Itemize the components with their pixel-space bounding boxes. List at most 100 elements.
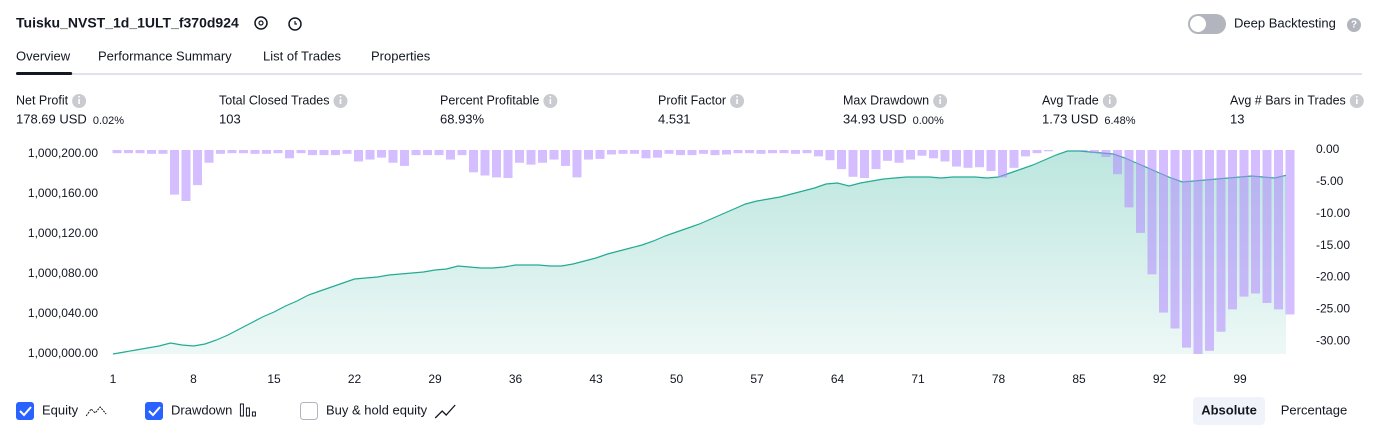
checkbox[interactable] [16,402,34,420]
drawdown-bar [423,150,432,156]
drawdown-bar [802,150,812,154]
drawdown-bar [388,150,398,163]
drawdown-bar [1170,150,1180,329]
drawdown-bar [227,150,237,154]
info-icon[interactable] [730,94,745,108]
drawdown-bar [515,150,524,163]
y2-tick-label: 0.00 [1316,142,1340,156]
checkbox[interactable] [300,402,318,420]
drawdown-bar [239,150,248,154]
info-glyph [78,99,80,104]
info-glyph [1356,96,1358,98]
tab[interactable]: List of Trades [263,48,342,63]
x-tick-label: 64 [831,372,845,386]
scale-button[interactable]: Percentage [1281,402,1348,417]
metric-label: Avg Trade [1042,93,1099,107]
drawdown-bar [170,150,179,195]
info-icon[interactable] [543,94,558,108]
info-icon[interactable] [1349,94,1364,108]
alert-icon[interactable] [288,17,302,31]
y2-tick-label: -15.00 [1316,238,1350,252]
metric-value: 34.93 USD [843,111,907,126]
scale-button[interactable]: Absolute [1201,402,1257,417]
y-tick-label: 1,000,120.00 [28,226,98,240]
info-glyph [939,96,941,98]
drawdown-bar [181,150,191,201]
checkbox[interactable] [145,402,163,420]
tab[interactable]: Performance Summary [98,48,232,63]
drawdown-bar [1182,150,1191,348]
metric-change: 6.48% [1104,115,1135,127]
drawdown-bar [848,150,858,177]
drawdown-bar [124,150,133,154]
x-tick-label: 1 [110,372,117,386]
info-glyph [1108,96,1111,98]
info-glyph [1108,99,1111,104]
drawdown-bar [618,150,628,154]
drawdown-bar [745,150,754,154]
drawdown-icon [239,403,256,417]
metric-label: Net Profit [16,93,69,107]
tab[interactable]: Overview [16,48,71,63]
drawdown-bar [641,150,651,159]
drawdown-bar [710,150,720,156]
drawdown-bar [963,150,973,168]
drawdown-bar [1078,150,1088,152]
x-tick-label: 15 [267,372,281,386]
metric-label: Avg # Bars in Trades [1230,93,1346,107]
info-glyph [339,96,342,98]
drawdown-bar [285,150,294,159]
info-icon[interactable] [72,94,87,108]
drawdown-bar [814,150,823,157]
metric-label: Percent Profitable [440,93,539,107]
drawdown-bar [584,150,593,160]
drawdown-bar [768,150,777,154]
x-tick-label: 50 [670,372,684,386]
drawdown-bar [733,150,743,154]
drawdown-bar [699,150,708,154]
drawdown-bar [308,150,317,156]
drawdown-bar [837,150,846,170]
metric-value: 103 [219,111,241,126]
metric-value: 68.93% [440,111,485,126]
drawdown-bar [1101,150,1111,158]
drawdown-bar [722,150,731,155]
x-tick-label: 8 [190,372,197,386]
drawdown-bar [1021,150,1030,157]
svg-text:?: ? [1351,20,1357,31]
info-icon[interactable] [933,94,948,108]
drawdown-bar [503,150,513,179]
drawdown-bar [653,150,662,158]
drawdown-bar [193,150,202,186]
drawdown-bar [1044,150,1053,152]
drawdown-bar [400,150,409,166]
info-icon[interactable] [1102,94,1117,108]
drawdown-bar [434,150,444,156]
settings-icon[interactable] [254,16,268,30]
drawdown-bar [538,150,547,163]
x-tick-label: 36 [509,372,523,386]
x-tick-label: 71 [911,372,925,386]
deep-backtesting-toggle[interactable] [1188,14,1226,34]
drawdown-bar [492,150,501,178]
drawdown-bar [319,150,329,156]
metric-value: 4.531 [658,111,691,126]
drawdown-bar [1113,150,1122,175]
drawdown-bar [779,150,789,154]
metric-value: 1.73 USD [1042,111,1098,126]
help-icon[interactable]: ? [1347,18,1361,32]
drawdown-bar [561,150,570,166]
drawdown-bar [480,150,490,176]
drawdown-bar [331,150,340,156]
drawdown-bar [1239,150,1249,297]
drawdown-bar [906,150,915,160]
drawdown-bar [112,150,122,154]
drawdown-bar [1193,150,1203,354]
drawdown-bar [526,150,536,165]
drawdown-bar [1262,150,1272,303]
tab[interactable]: Properties [371,48,431,63]
info-glyph [549,99,552,104]
drawdown-bar [929,150,938,159]
info-icon[interactable] [333,94,348,108]
